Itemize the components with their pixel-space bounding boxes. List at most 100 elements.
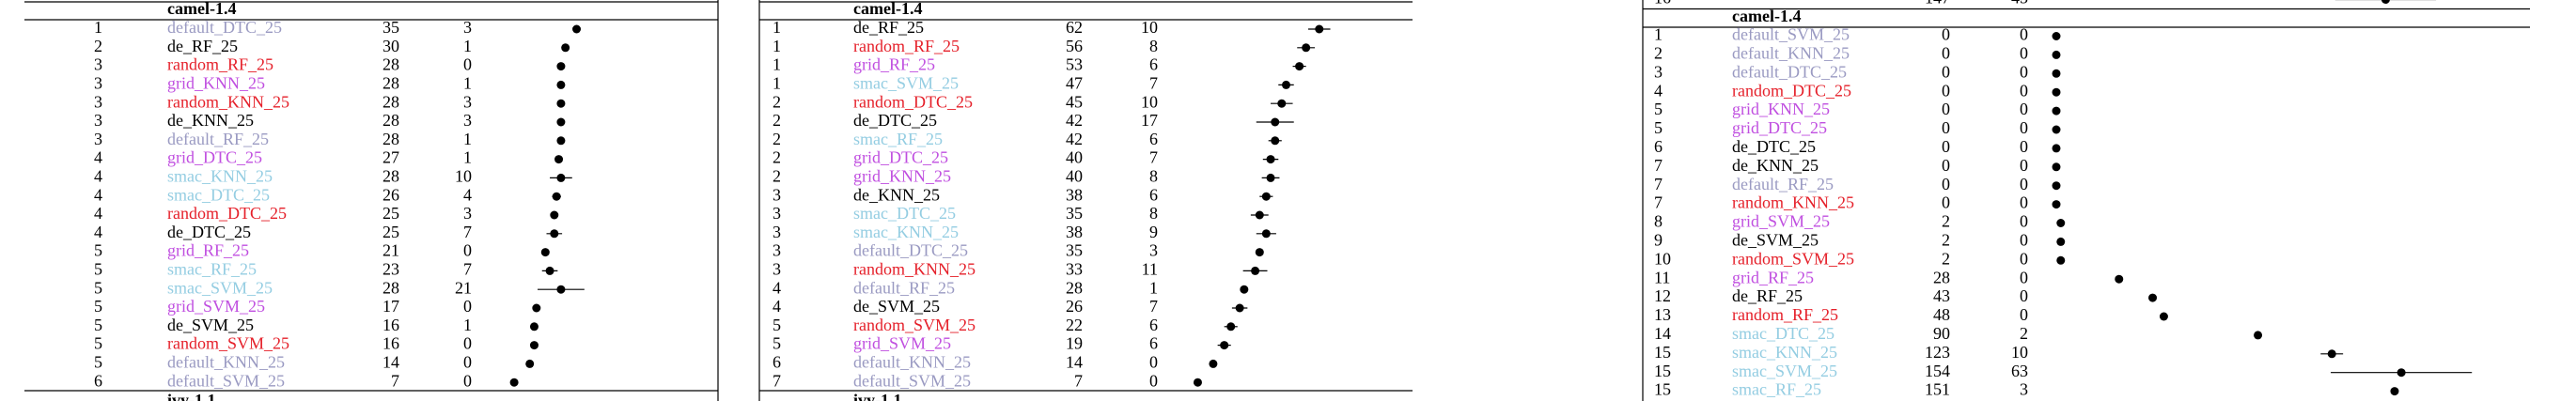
method-name: random_SVM_25 [1732, 249, 1854, 268]
median-dot [525, 359, 535, 368]
median: 0 [1942, 175, 1950, 193]
median-dot [2052, 200, 2061, 209]
iqr: 8 [1149, 167, 1158, 186]
iqr: 6 [1149, 55, 1158, 74]
method-name: default_RF_25 [167, 130, 269, 148]
median-dot [561, 43, 570, 53]
median-dot [556, 62, 566, 71]
method-name: de_DTC_25 [853, 111, 937, 130]
median-dot [2052, 106, 2061, 116]
method-name: de_KNN_25 [1732, 156, 1819, 175]
method-name: grid_KNN_25 [167, 74, 265, 93]
rank: 5 [94, 297, 102, 316]
median-dot [2381, 0, 2390, 4]
median: 151 [1925, 380, 1950, 399]
median: 0 [1942, 62, 1950, 81]
median: 21 [382, 241, 399, 260]
median: 28 [382, 111, 399, 130]
iqr: 2 [2020, 324, 2028, 343]
rank: 3 [773, 260, 781, 279]
median: 42 [1066, 130, 1083, 148]
median-dot [1281, 80, 1290, 89]
median: 7 [1074, 371, 1083, 390]
rank: 5 [1654, 100, 1663, 118]
median-dot [2148, 293, 2158, 302]
median: 2 [1942, 249, 1950, 268]
iqr: 0 [2020, 62, 2028, 81]
median-dot [1302, 43, 1311, 53]
iqr: 0 [463, 334, 472, 353]
median: 35 [1066, 204, 1083, 223]
iqr: 7 [1149, 148, 1158, 167]
iqr: 6 [1149, 130, 1158, 148]
iqr: 3 [1149, 241, 1158, 260]
median-dot [550, 210, 559, 220]
method-name: random_KNN_25 [167, 92, 289, 111]
median-dot [2056, 255, 2066, 265]
median: 35 [382, 18, 399, 37]
iqr: 0 [2020, 231, 2028, 250]
rank: 2 [1654, 44, 1663, 63]
method-name: smac_RF_25 [167, 260, 257, 279]
median-dot [572, 24, 582, 34]
median-dot [1266, 155, 1275, 164]
median-dot [2056, 237, 2066, 246]
iqr: 1 [463, 148, 472, 167]
iqr: 9 [1149, 223, 1158, 241]
median: 0 [1942, 156, 1950, 175]
method-name: random_SVM_25 [853, 316, 976, 334]
method-name: de_SVM_25 [167, 316, 254, 334]
median-dot [2327, 349, 2336, 359]
median: 0 [1942, 81, 1950, 100]
iqr: 0 [2020, 212, 2028, 231]
iqr: 0 [2020, 81, 2028, 100]
rank: 5 [94, 241, 102, 260]
iqr: 0 [2020, 193, 2028, 212]
dataset-title: camel-1.4 [853, 0, 922, 18]
rank: 3 [94, 111, 102, 130]
median-dot [556, 285, 566, 294]
method-name: smac_KNN_25 [853, 223, 959, 241]
median: 35 [1066, 241, 1083, 260]
rank: 3 [94, 92, 102, 111]
iqr: 21 [455, 278, 472, 297]
method-name: default_RF_25 [853, 278, 955, 297]
method-name: random_DTC_25 [853, 92, 973, 111]
median: 0 [1942, 137, 1950, 156]
dataset-title: camel-1.4 [167, 0, 236, 18]
rank: 16 [1654, 0, 1671, 8]
rank: 3 [94, 55, 102, 74]
median: 38 [1066, 185, 1083, 204]
method-name: de_DTC_25 [1732, 137, 1816, 156]
median-dot [1235, 303, 1244, 313]
method-name: smac_SVM_25 [853, 74, 959, 93]
median: 16 [382, 334, 399, 353]
dataset-title: camel-1.4 [1732, 7, 1801, 25]
iqr: 3 [2020, 380, 2028, 399]
method-name: random_RF_25 [167, 55, 273, 74]
median: 7 [391, 371, 399, 390]
median: 45 [1066, 92, 1083, 111]
median: 0 [1942, 193, 1950, 212]
median: 2 [1942, 231, 1950, 250]
median: 19 [1066, 334, 1083, 353]
method-name: random_RF_25 [853, 37, 960, 55]
method-name: smac_KNN_25 [1732, 343, 1837, 362]
rank: 3 [773, 223, 781, 241]
method-name: default_DTC_25 [1732, 62, 1847, 81]
median: 0 [1942, 118, 1950, 137]
median: 14 [382, 353, 399, 372]
median-dot [1261, 229, 1271, 239]
iqr: 0 [2020, 100, 2028, 118]
iqr: 0 [2020, 118, 2028, 137]
median-dot [1209, 359, 1218, 368]
rank: 7 [773, 371, 781, 390]
median: 0 [1942, 100, 1950, 118]
median-dot [2396, 368, 2406, 378]
rank: 1 [773, 55, 781, 74]
method-name: default_DTC_25 [167, 18, 282, 37]
median-dot [2159, 312, 2168, 321]
iqr: 7 [1149, 74, 1158, 93]
iqr: 0 [2020, 268, 2028, 286]
rank: 5 [94, 278, 102, 297]
